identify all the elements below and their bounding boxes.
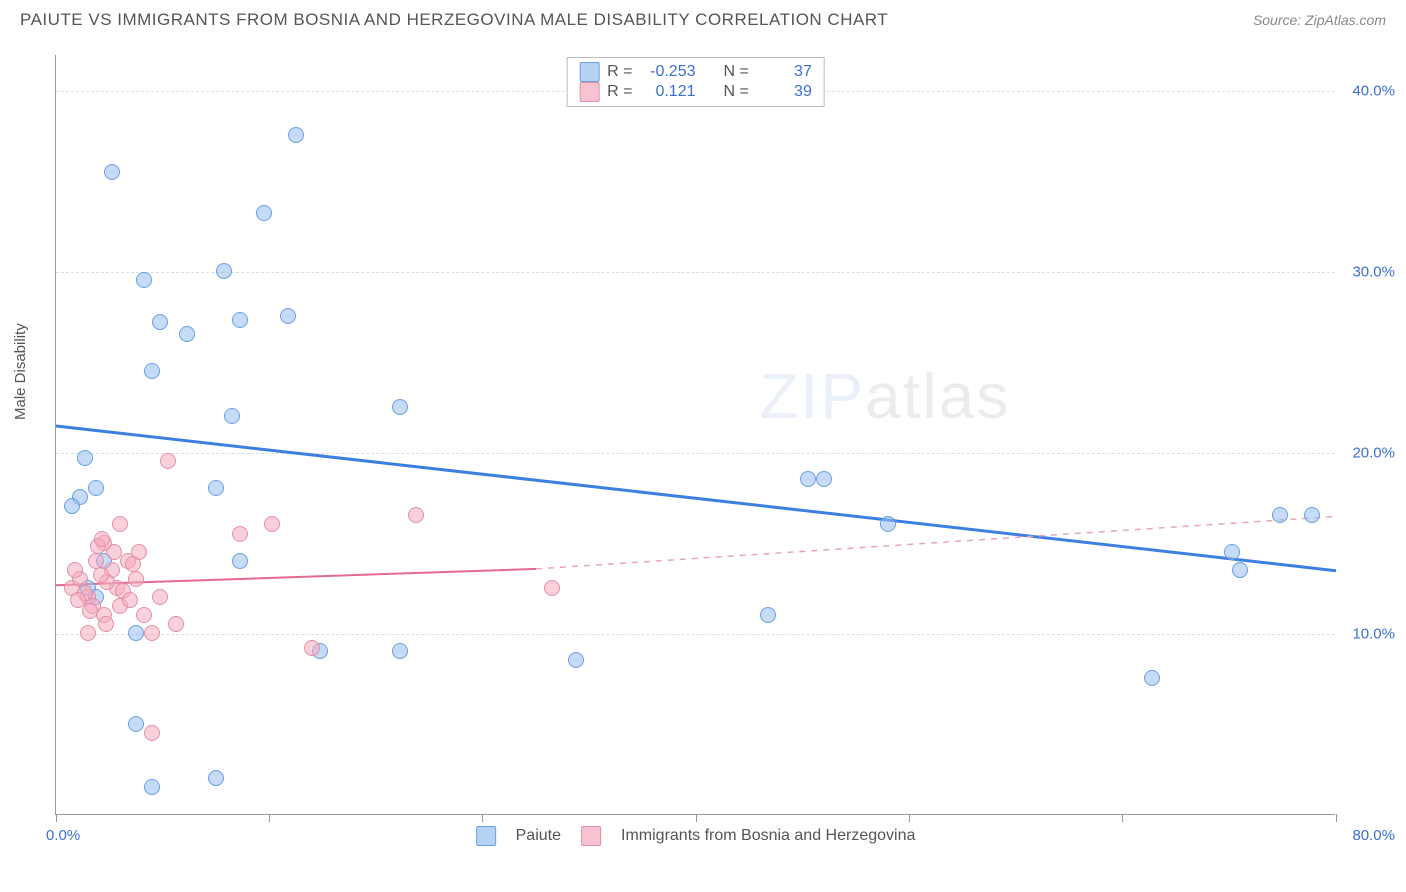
r-label: R = (607, 63, 632, 81)
data-point (408, 507, 424, 523)
data-point (880, 516, 896, 532)
x-tick (269, 814, 270, 822)
scatter-chart: ZIPatlas 10.0%20.0%30.0%40.0% 0.0% 80.0%… (55, 55, 1335, 815)
data-point (208, 770, 224, 786)
data-point (1272, 507, 1288, 523)
legend-label-2: Immigrants from Bosnia and Herzegovina (621, 827, 915, 845)
data-point (152, 314, 168, 330)
data-point (568, 652, 584, 668)
x-axis-min-label: 0.0% (46, 827, 80, 844)
data-point (224, 408, 240, 424)
data-point (1224, 544, 1240, 560)
data-point (128, 716, 144, 732)
data-point (392, 399, 408, 415)
source-label: Source: ZipAtlas.com (1253, 12, 1386, 28)
swatch-pink (579, 82, 599, 102)
swatch-blue (579, 62, 599, 82)
data-point (77, 450, 93, 466)
trend-lines (56, 55, 1336, 815)
data-point (232, 553, 248, 569)
data-point (800, 471, 816, 487)
data-point (392, 643, 408, 659)
data-point (1144, 670, 1160, 686)
x-tick (1336, 814, 1337, 822)
chart-title: PAIUTE VS IMMIGRANTS FROM BOSNIA AND HER… (20, 10, 888, 30)
stats-legend: R = -0.253 N = 37 R = 0.121 N = 39 (566, 57, 825, 107)
data-point (104, 164, 120, 180)
legend-label-1: Paiute (516, 827, 561, 845)
data-point (264, 516, 280, 532)
watermark: ZIPatlas (759, 359, 1010, 433)
data-point (128, 571, 144, 587)
gridline (56, 272, 1335, 273)
data-point (152, 589, 168, 605)
data-point (122, 592, 138, 608)
y-tick-label: 20.0% (1352, 445, 1395, 462)
x-tick (696, 814, 697, 822)
data-point (144, 725, 160, 741)
data-point (1232, 562, 1248, 578)
n-value-2: 39 (757, 83, 812, 101)
data-point (98, 616, 114, 632)
stats-row-bosnia: R = 0.121 N = 39 (579, 82, 812, 102)
y-tick-label: 30.0% (1352, 264, 1395, 281)
data-point (80, 625, 96, 641)
data-point (88, 480, 104, 496)
y-tick-label: 10.0% (1352, 626, 1395, 643)
stats-row-paiute: R = -0.253 N = 37 (579, 62, 812, 82)
data-point (106, 544, 122, 560)
data-point (179, 326, 195, 342)
x-tick (1122, 814, 1123, 822)
watermark-zip: ZIP (759, 360, 865, 432)
swatch-blue (476, 826, 496, 846)
data-point (112, 516, 128, 532)
watermark-atlas: atlas (865, 360, 1010, 432)
data-point (280, 308, 296, 324)
data-point (94, 531, 110, 547)
data-point (70, 592, 86, 608)
data-point (256, 205, 272, 221)
r-value-2: 0.121 (641, 83, 696, 101)
data-point (160, 453, 176, 469)
data-point (168, 616, 184, 632)
data-point (288, 127, 304, 143)
data-point (544, 580, 560, 596)
data-point (144, 779, 160, 795)
data-point (216, 263, 232, 279)
gridline (56, 634, 1335, 635)
n-value-1: 37 (757, 63, 812, 81)
data-point (131, 544, 147, 560)
data-point (136, 607, 152, 623)
x-tick (909, 814, 910, 822)
x-axis-max-label: 80.0% (1352, 827, 1395, 844)
data-point (1304, 507, 1320, 523)
data-point (136, 272, 152, 288)
data-point (208, 480, 224, 496)
r-value-1: -0.253 (641, 63, 696, 81)
data-point (232, 526, 248, 542)
data-point (128, 625, 144, 641)
r-label: R = (607, 83, 632, 101)
data-point (144, 363, 160, 379)
data-point (232, 312, 248, 328)
swatch-pink (581, 826, 601, 846)
gridline (56, 453, 1335, 454)
n-label: N = (724, 83, 749, 101)
series-legend: Paiute Immigrants from Bosnia and Herzeg… (476, 826, 916, 846)
n-label: N = (724, 63, 749, 81)
data-point (93, 567, 109, 583)
y-tick-label: 40.0% (1352, 83, 1395, 100)
data-point (760, 607, 776, 623)
x-tick (56, 814, 57, 822)
data-point (64, 498, 80, 514)
data-point (304, 640, 320, 656)
x-tick (482, 814, 483, 822)
data-point (144, 625, 160, 641)
data-point (67, 562, 83, 578)
data-point (816, 471, 832, 487)
y-axis-label: Male Disability (12, 323, 29, 420)
